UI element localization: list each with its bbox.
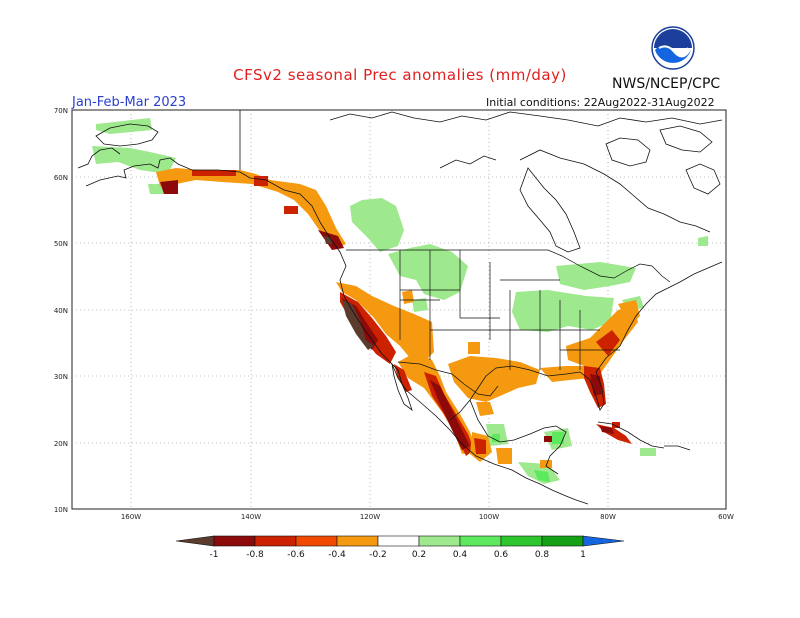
region-west-coast-orange [336, 282, 434, 362]
region-yucatan-core [552, 432, 564, 444]
colorbar-bin-7 [459, 535, 502, 547]
x-axis-ticks: 160W 140W 120W 100W 80W 60W [121, 513, 734, 521]
noaa-logo-icon [651, 26, 695, 70]
region-alaska-peninsula [160, 180, 178, 194]
agency-label: NWS/NCEP/CPC [612, 76, 721, 92]
region-texas-patch [468, 342, 480, 354]
y-tick-50n: 50N [54, 240, 68, 248]
region-guatemala-orange [540, 460, 552, 468]
region-alaska-coast-red [192, 170, 236, 176]
x-tick-60w: 60W [718, 513, 734, 521]
region-northern-rockies-south [412, 298, 428, 312]
grid-lines [72, 110, 726, 509]
colorbar-arrow-right [582, 535, 625, 547]
season-label: Jan-Feb-Mar 2023 [72, 95, 187, 110]
region-western-alaska [96, 118, 152, 134]
region-bahamas-red [612, 422, 620, 428]
y-tick-20n: 20N [54, 440, 68, 448]
y-tick-70n: 70N [54, 107, 68, 115]
colorbar-bin-3 [295, 535, 338, 547]
region-caribbean-green [640, 448, 656, 456]
region-western-alaska-south [92, 146, 176, 174]
region-cuba-dark [600, 426, 614, 434]
region-alaska-south-coast [156, 168, 346, 248]
colorbar-label: -0.2 [369, 550, 387, 560]
positive-anomaly-regions [92, 118, 708, 484]
x-tick-120w: 120W [360, 513, 380, 521]
colorbar-labels: -1 -0.8 -0.6 -0.4 -0.2 0.2 0.4 0.6 0.8 1 [210, 550, 586, 560]
x-tick-160w: 160W [121, 513, 141, 521]
region-mexico-coast-darkred [430, 380, 470, 450]
colorbar-bin-8 [500, 535, 543, 547]
y-tick-40n: 40N [54, 307, 68, 315]
y-tick-30n: 30N [54, 373, 68, 381]
region-central-america-core [534, 470, 550, 482]
x-tick-100w: 100W [479, 513, 499, 521]
region-ohio-valley [512, 290, 614, 332]
region-mid-atlantic [618, 300, 640, 326]
colorbar-label: -0.6 [287, 550, 305, 560]
colorbar-label: 0.4 [453, 550, 468, 560]
colorbar-label: 0.2 [412, 550, 426, 560]
colorbar-bin-2 [254, 535, 297, 547]
region-california-brown [342, 300, 374, 350]
initial-conditions-label: Initial conditions: 22Aug2022-31Aug2022 [486, 96, 715, 109]
colorbar [175, 535, 625, 547]
colorbar-bin-9 [541, 535, 584, 547]
region-yucatan-dark [544, 436, 552, 442]
region-nova-scotia-green [698, 236, 708, 246]
region-mexico-green-core [492, 434, 500, 442]
colorbar-label: 1 [580, 550, 586, 560]
y-tick-10n: 10N [54, 506, 68, 514]
colorbar-arrow-left [175, 535, 215, 547]
region-southeast-red [596, 330, 620, 356]
x-tick-140w: 140W [241, 513, 261, 521]
colorbar-label: -1 [210, 550, 219, 560]
map-title: CFSv2 seasonal Prec anomalies (mm/day) [233, 66, 567, 84]
colorbar-bin-6 [418, 535, 461, 547]
coastlines [77, 110, 723, 505]
region-canadian-rockies [350, 198, 404, 252]
region-bc-coast-red [284, 206, 298, 214]
y-tick-60n: 60N [54, 174, 68, 182]
colorbar-label: -0.8 [246, 550, 264, 560]
negative-anomaly-regions [156, 168, 640, 468]
region-southern-mexico-red [474, 438, 486, 454]
colorbar-bin-4 [336, 535, 379, 547]
region-ontario-lakes [556, 262, 636, 290]
political-borders [346, 249, 671, 397]
region-northern-rockies [388, 244, 468, 300]
colorbar-bin-1 [213, 535, 256, 547]
region-panhandle-red [254, 176, 268, 186]
colorbar-label: 0.6 [494, 550, 509, 560]
y-axis-ticks: 10N 20N 30N 40N 50N 60N 70N [54, 107, 68, 514]
colorbar-label: 0.8 [535, 550, 550, 560]
region-central-america-orange [496, 448, 512, 464]
x-tick-80w: 80W [600, 513, 616, 521]
colorbar-bin-5 [377, 535, 420, 547]
region-great-basin-orange [402, 290, 414, 304]
colorbar-label: -0.4 [328, 550, 346, 560]
region-mexico-gulf-orange [476, 402, 494, 416]
